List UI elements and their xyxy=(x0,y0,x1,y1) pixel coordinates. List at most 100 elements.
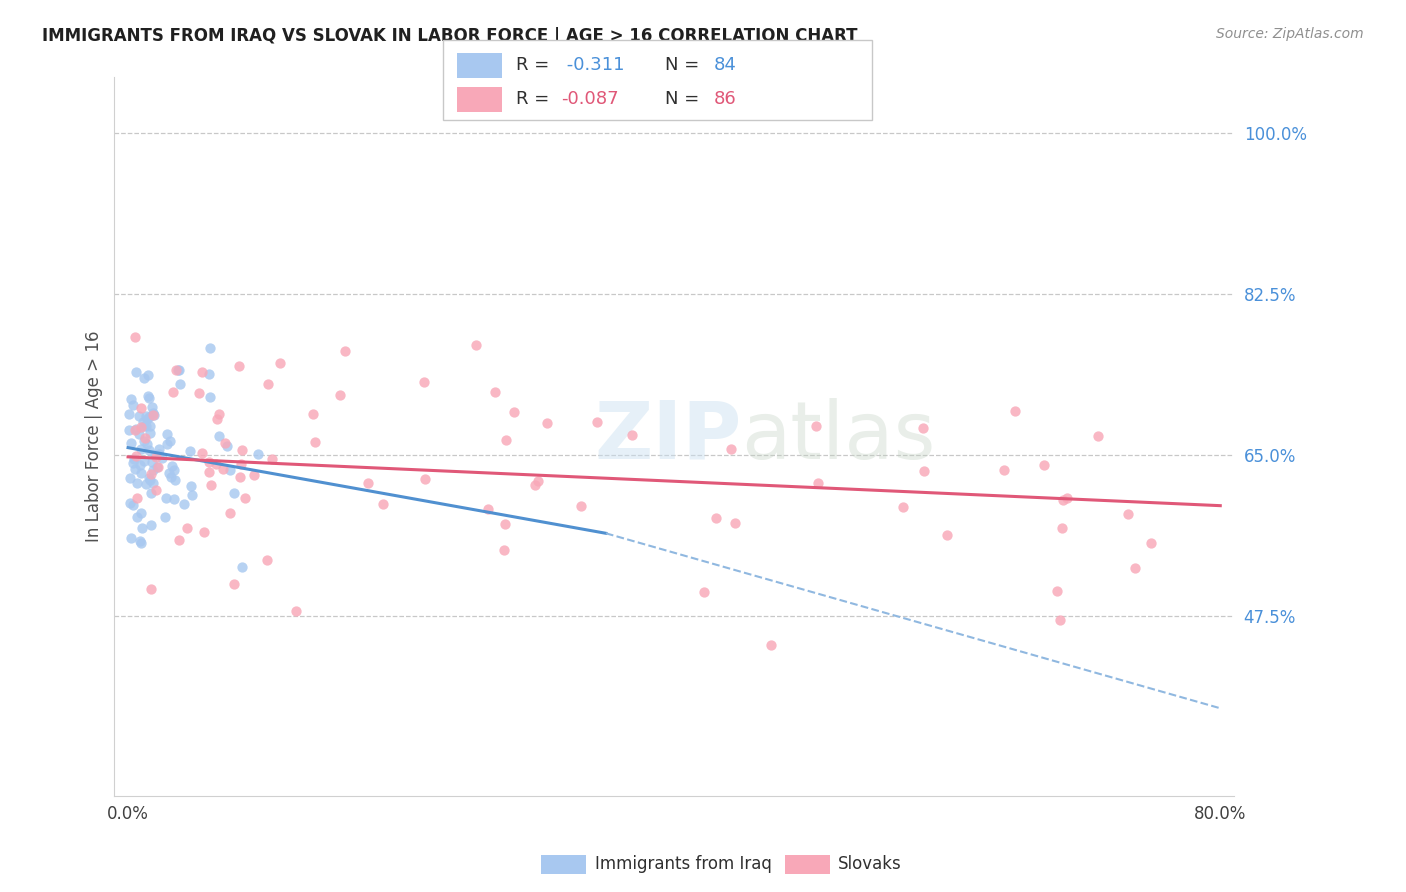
Point xyxy=(138,391,160,405)
Point xyxy=(142,462,165,476)
Point xyxy=(153,509,176,524)
Point xyxy=(124,461,146,475)
Point xyxy=(138,410,160,425)
Text: Slovaks: Slovaks xyxy=(838,855,901,873)
Point xyxy=(228,359,250,373)
Point xyxy=(127,510,149,524)
Point xyxy=(176,521,198,535)
Point xyxy=(131,442,153,457)
Point xyxy=(993,463,1015,477)
Point xyxy=(132,418,155,433)
Text: N =: N = xyxy=(665,56,704,74)
Point xyxy=(142,406,165,420)
Point xyxy=(198,341,221,355)
Point xyxy=(129,401,152,415)
Point xyxy=(569,499,592,513)
Point xyxy=(159,434,181,448)
Point xyxy=(217,440,239,454)
Point xyxy=(302,407,325,421)
Point xyxy=(720,442,742,457)
Point xyxy=(477,501,499,516)
Point xyxy=(152,450,174,465)
Point xyxy=(912,464,935,478)
Point xyxy=(129,420,152,434)
Point xyxy=(120,471,142,485)
Point xyxy=(165,363,187,377)
Point xyxy=(198,390,221,404)
Point xyxy=(891,500,914,514)
Point xyxy=(219,506,242,520)
Point xyxy=(134,453,156,467)
Point xyxy=(143,448,166,462)
Point xyxy=(160,470,183,484)
Point xyxy=(807,476,830,491)
Point xyxy=(231,560,253,574)
Point xyxy=(125,365,148,379)
Point xyxy=(188,385,211,400)
Point xyxy=(145,450,167,464)
Point xyxy=(122,397,145,411)
Point xyxy=(224,486,246,500)
Point xyxy=(484,385,506,400)
Point xyxy=(132,434,155,449)
Point xyxy=(142,408,165,422)
Point xyxy=(527,475,550,489)
Point xyxy=(139,419,162,434)
Point xyxy=(229,470,252,484)
Point xyxy=(135,409,157,423)
Point xyxy=(1049,614,1071,628)
Point xyxy=(494,542,516,557)
Point xyxy=(356,476,378,491)
Point xyxy=(124,423,146,437)
Point xyxy=(180,479,202,493)
Point xyxy=(138,425,160,440)
Point xyxy=(135,419,157,434)
Point xyxy=(214,436,236,450)
Point xyxy=(122,456,145,470)
Point xyxy=(173,497,195,511)
Text: R =: R = xyxy=(516,90,555,108)
Point xyxy=(208,407,231,421)
Point xyxy=(523,478,546,492)
Point xyxy=(127,491,149,505)
Point xyxy=(257,376,280,391)
Point xyxy=(138,443,160,458)
Point xyxy=(162,384,184,399)
Point xyxy=(198,455,221,469)
Point xyxy=(143,408,166,422)
Point xyxy=(122,451,145,466)
Point xyxy=(145,483,167,498)
Point xyxy=(207,412,229,426)
Text: -0.087: -0.087 xyxy=(561,90,619,108)
Y-axis label: In Labor Force | Age > 16: In Labor Force | Age > 16 xyxy=(86,331,103,542)
Point xyxy=(160,459,183,474)
Point xyxy=(118,423,141,437)
Point xyxy=(233,491,256,506)
Point xyxy=(141,455,163,469)
Point xyxy=(148,460,170,475)
Point xyxy=(1004,403,1026,417)
Point xyxy=(148,447,170,461)
Point xyxy=(211,461,233,475)
Text: atlas: atlas xyxy=(741,398,936,475)
Point xyxy=(1140,536,1163,550)
Text: Immigrants from Iraq: Immigrants from Iraq xyxy=(595,855,772,873)
Point xyxy=(1116,507,1139,521)
Point xyxy=(120,435,142,450)
Point xyxy=(167,362,190,376)
Point xyxy=(135,411,157,425)
Point xyxy=(693,585,716,599)
Point xyxy=(134,431,156,445)
Point xyxy=(136,437,159,451)
Point xyxy=(141,400,163,414)
Point xyxy=(260,452,283,467)
Point xyxy=(129,506,152,520)
Point xyxy=(1123,560,1146,574)
Point xyxy=(464,338,486,352)
Point xyxy=(804,419,827,434)
Point xyxy=(167,363,190,377)
Point xyxy=(139,486,162,500)
Point xyxy=(132,415,155,429)
Point xyxy=(415,472,437,486)
Point xyxy=(121,499,143,513)
